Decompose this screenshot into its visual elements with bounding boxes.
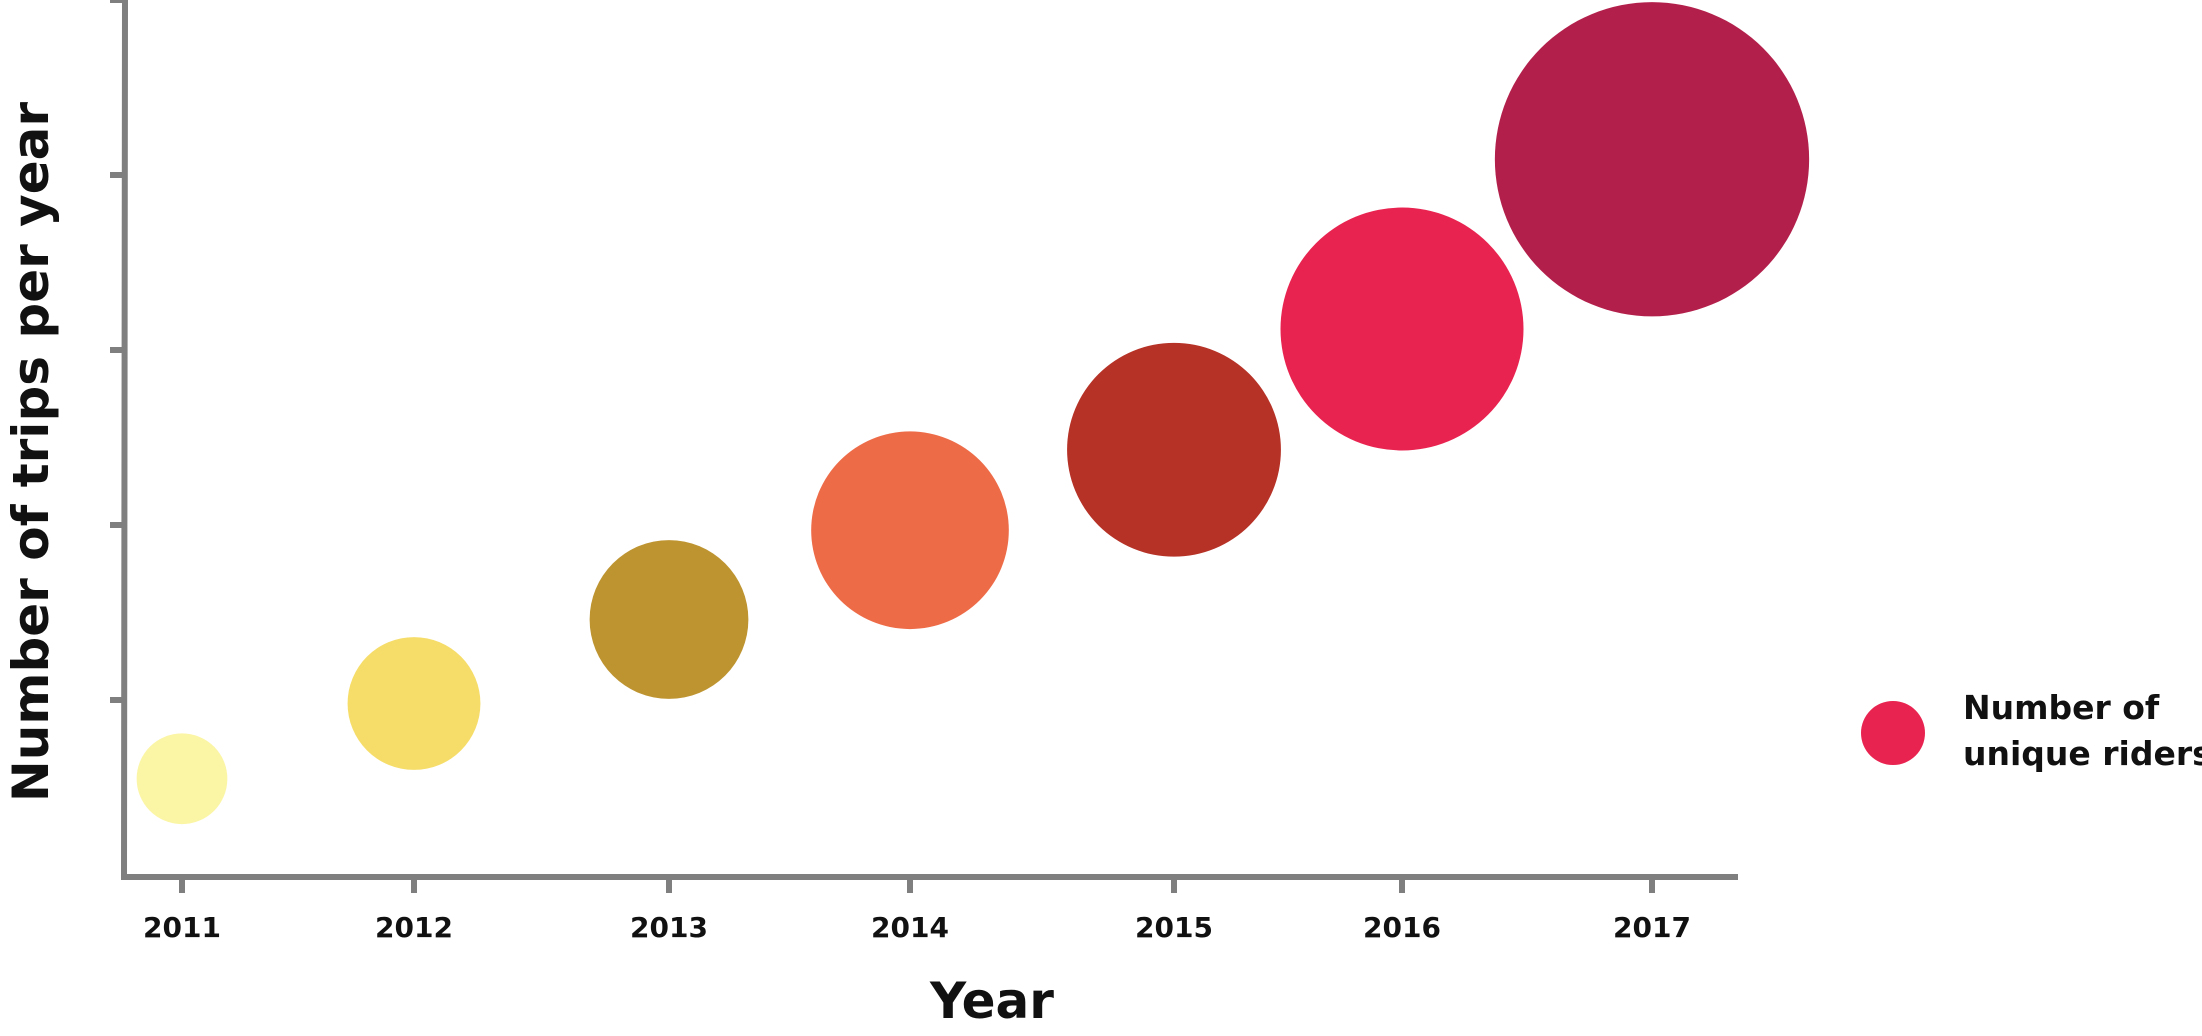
x-tick-label: 2014 [871,911,949,944]
bubble-2012 [347,637,481,770]
bubble-2013 [589,540,749,699]
legend-swatch [1861,701,1925,765]
chart-axes [120,0,1738,880]
bubble-2011 [136,733,228,825]
x-axis-ticks: 2011 2012 2013 2014 2015 2016 2017 [143,877,1691,944]
x-axis-title: Year [929,972,1054,1030]
bubble-2017 [1494,2,1810,317]
legend-label-line2: unique riders [1963,734,2202,773]
x-tick-label: 2016 [1363,911,1441,944]
x-tick-label: 2013 [630,911,708,944]
x-tick-label: 2017 [1613,911,1691,944]
bubble-2016 [1280,207,1524,451]
bubble-series [136,2,1810,825]
x-tick-label: 2015 [1135,911,1213,944]
y-axis-title: Number of trips per year [2,102,60,802]
legend: Number of unique riders [1861,688,2202,773]
bubble-2015 [1067,342,1281,557]
bubble-2014 [811,431,1009,630]
x-tick-label: 2012 [375,911,453,944]
x-tick-label: 2011 [143,911,221,944]
legend-label-line1: Number of [1963,688,2160,727]
